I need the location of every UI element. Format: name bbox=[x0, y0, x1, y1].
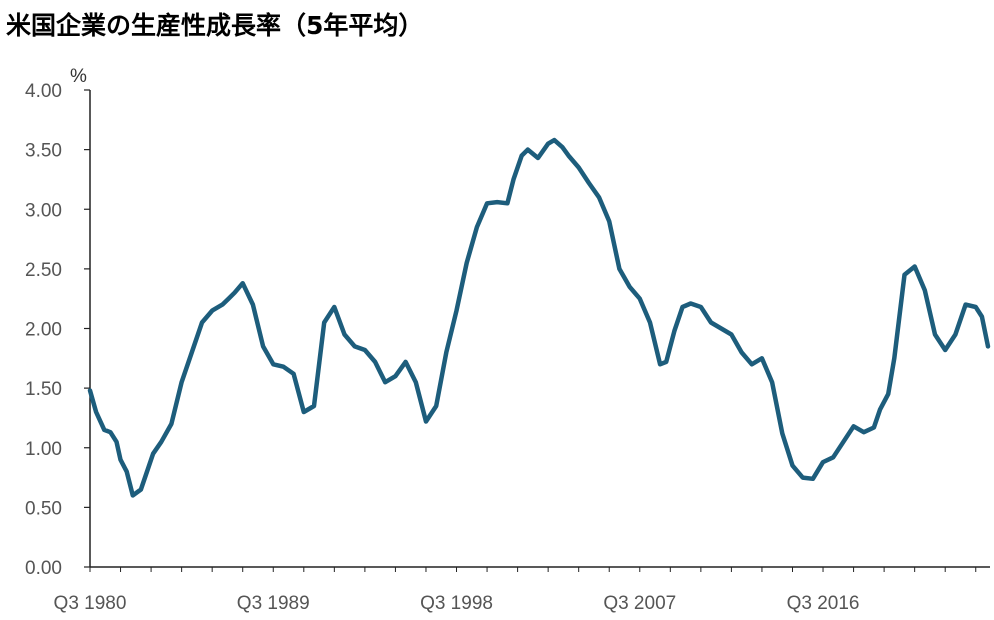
x-tick-label: Q3 2007 bbox=[603, 593, 676, 614]
x-tick-label: Q3 1989 bbox=[237, 593, 310, 614]
y-tick-label: 3.50 bbox=[25, 141, 62, 162]
y-tick-label: 2.50 bbox=[25, 260, 62, 281]
y-tick-label: 0.00 bbox=[25, 558, 62, 579]
x-tick-label: Q3 1980 bbox=[54, 593, 127, 614]
y-tick-label: 0.50 bbox=[25, 498, 62, 519]
y-tick-label: 1.50 bbox=[25, 379, 62, 400]
y-axis-unit: % bbox=[70, 66, 87, 87]
x-tick-label: Q3 2016 bbox=[787, 593, 860, 614]
y-tick-label: 4.00 bbox=[25, 81, 62, 102]
y-tick-label: 3.00 bbox=[25, 200, 62, 221]
y-tick-label: 2.00 bbox=[25, 320, 62, 341]
chart-title: 米国企業の生産性成長率（5年平均） bbox=[6, 11, 424, 40]
x-tick-label: Q3 1998 bbox=[420, 593, 493, 614]
productivity-series-line bbox=[87, 137, 991, 498]
y-tick-label: 1.00 bbox=[25, 439, 62, 460]
